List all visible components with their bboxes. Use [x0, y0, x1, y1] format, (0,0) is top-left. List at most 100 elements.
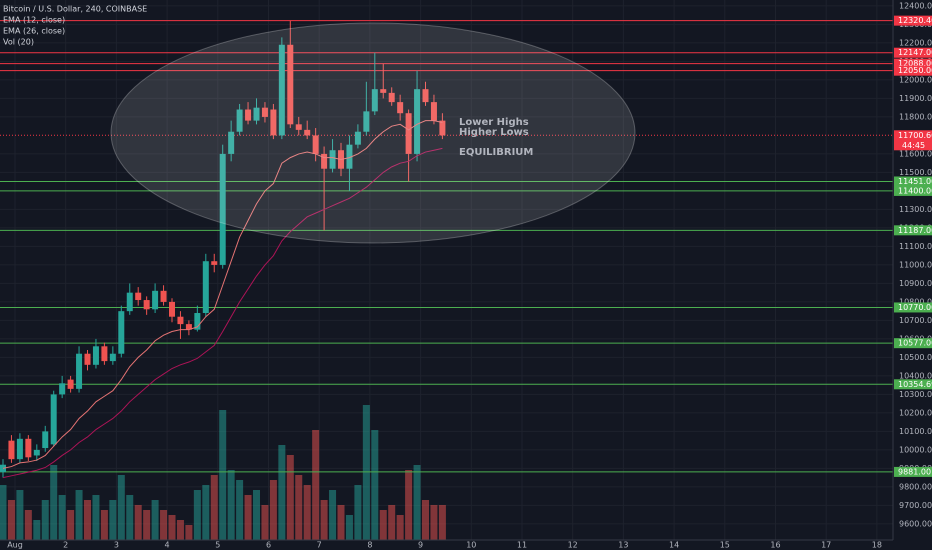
x-tick-label: 13 [618, 541, 628, 550]
volume-bar [185, 525, 193, 540]
volume-bar [337, 505, 345, 540]
y-tick-label: 10900.00 [899, 279, 932, 288]
level-label: 10770.00 [898, 303, 932, 312]
level-tag [894, 15, 932, 26]
volume-bar [100, 510, 108, 540]
volume-bar [33, 520, 41, 540]
candle-body [278, 44, 285, 136]
x-tick-label: 10 [466, 541, 476, 550]
candle-body [371, 89, 378, 112]
candle-body [295, 124, 302, 130]
level-tag [894, 65, 932, 76]
candle-body [42, 431, 49, 449]
candle-body [160, 290, 167, 302]
level-label: 12147.00 [898, 48, 932, 57]
candle-body [253, 107, 260, 121]
y-tick-label: 11800.00 [899, 112, 932, 121]
ema-line [2, 147, 443, 479]
volume-bar [193, 490, 201, 540]
levels [0, 20, 893, 473]
candle-body [84, 353, 91, 365]
y-tick-label: 10800.00 [899, 297, 932, 306]
candle-body [261, 107, 268, 117]
x-tick-label: 4 [165, 541, 170, 550]
volume-bar [329, 490, 337, 540]
candle-body [8, 440, 15, 460]
candle-body [67, 379, 74, 389]
y-tick-label: 11900.00 [899, 94, 932, 103]
candle-body [422, 89, 429, 103]
volume-bar [320, 500, 328, 540]
volume-bar [362, 405, 370, 540]
volume-bar [269, 480, 277, 540]
y-tick-label: 10200.00 [899, 408, 932, 417]
volume-bar [295, 475, 303, 540]
candle-body [245, 109, 252, 121]
volume-bar [388, 505, 396, 540]
annotation: Lower Highs [459, 117, 529, 128]
candle-body [321, 153, 328, 169]
volume-bar [219, 410, 227, 540]
level-label: 10354.69 [898, 380, 932, 389]
level-label: 12088.00 [898, 59, 932, 68]
level-label: 12050.00 [898, 66, 932, 75]
x-tick-label: 2 [63, 541, 68, 550]
volume-bar [303, 485, 311, 540]
candle-body [304, 129, 311, 136]
level-tag [894, 47, 932, 58]
y-tick-label: 9600.00 [899, 519, 932, 528]
y-tick-label: 9800.00 [899, 482, 932, 491]
volume-bar [75, 490, 83, 540]
volume-bar [24, 510, 32, 540]
candle-body [143, 300, 150, 310]
candle-body [363, 111, 370, 132]
x-tick-label: Aug [7, 541, 23, 550]
ema-line [2, 120, 443, 469]
last-price-label: 11700.66 [898, 131, 932, 140]
x-tick-label: 16 [770, 541, 780, 550]
volume-bar [151, 500, 159, 540]
candle-body [16, 438, 23, 460]
volume-bar [109, 500, 117, 540]
volume-bar [396, 515, 404, 540]
candle-body [177, 316, 184, 325]
volume-bar [92, 495, 100, 540]
volume-bar [126, 495, 134, 540]
x-tick-label: 5 [215, 541, 220, 550]
volume-bar [160, 510, 168, 540]
x-tick-label: 6 [266, 541, 271, 550]
y-tick-label: 11600.00 [899, 149, 932, 158]
y-tick-label: 10400.00 [899, 371, 932, 380]
level-tag [894, 379, 932, 390]
chart-title: Bitcoin / U.S. Dollar, 240, COINBASE [3, 5, 147, 14]
level-tag [894, 466, 932, 477]
x-tick-label: 15 [720, 541, 730, 550]
candle-body [346, 144, 353, 169]
volume-bar [244, 495, 252, 540]
y-tick-label: 11000.00 [899, 260, 932, 269]
candle-body [109, 353, 116, 362]
candle-body [59, 383, 66, 395]
level-label: 12320.40 [898, 16, 932, 25]
candle-body [152, 290, 159, 310]
candle-body [397, 102, 404, 114]
volume-bar [430, 505, 438, 540]
candle-body [126, 292, 133, 312]
candle-body [270, 109, 277, 136]
volume-bar [312, 430, 320, 540]
indicator-label: EMA (12, close) [3, 16, 65, 25]
candle-body [228, 131, 235, 154]
volume-bar [405, 470, 413, 540]
candle-body [388, 92, 395, 103]
candle-body [33, 449, 40, 456]
annotation: Higher Lows [459, 127, 529, 138]
candle-body [405, 113, 412, 154]
candle-body [118, 311, 125, 354]
y-tick-label: 11300.00 [899, 205, 932, 214]
level-tag [894, 338, 932, 349]
level-tag [894, 225, 932, 236]
candle-body [202, 261, 209, 314]
x-tick-label: 17 [821, 541, 831, 550]
volume-bar [379, 510, 387, 540]
